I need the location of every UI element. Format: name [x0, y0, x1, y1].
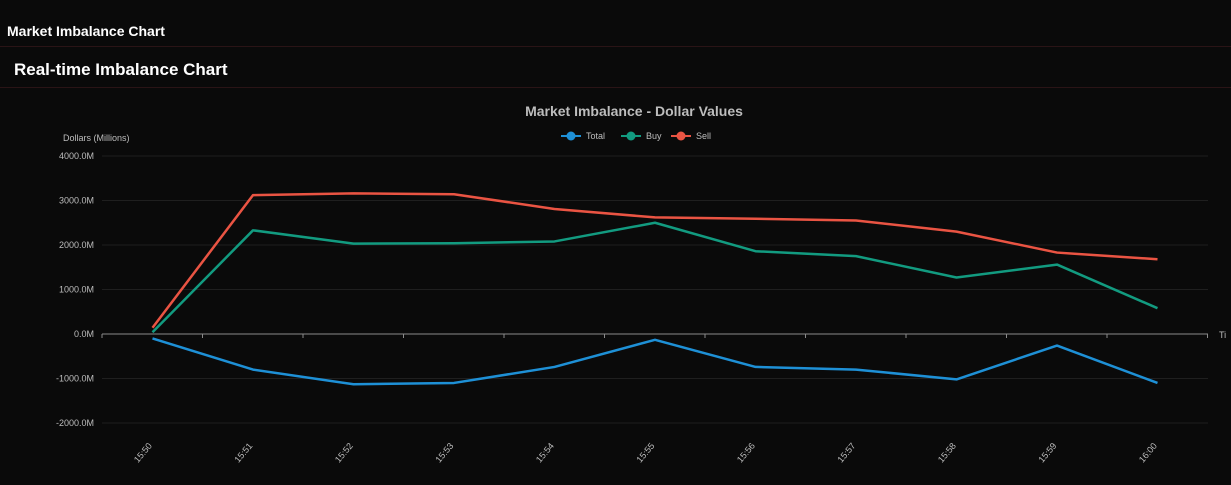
- y-tick-label: -1000.0M: [56, 374, 94, 384]
- series-line-sell: [151, 192, 1158, 329]
- x-tick-label: 15:55: [634, 441, 656, 465]
- legend-swatch-dot: [566, 131, 576, 141]
- x-tick-label: 15:50: [132, 441, 154, 465]
- series-line-total: [152, 337, 1158, 386]
- grid-lines: [102, 155, 1208, 424]
- legend-label: Buy: [646, 131, 662, 141]
- app-title: Market Imbalance Chart: [7, 23, 165, 39]
- x-axis-label: Ti: [1219, 330, 1226, 340]
- legend-label: Sell: [696, 131, 711, 141]
- imbalance-chart: Market Imbalance - Dollar Values Dollars…: [56, 103, 1226, 465]
- chart-title: Market Imbalance - Dollar Values: [525, 103, 743, 119]
- x-tick-label: 15:53: [433, 441, 455, 465]
- legend-label: Total: [586, 131, 605, 141]
- x-tick-label: 15:52: [333, 441, 355, 465]
- series-lines: [151, 192, 1158, 386]
- y-tick-label: 4000.0M: [59, 151, 94, 161]
- x-tick-label: 15:51: [232, 441, 254, 465]
- y-axis-label: Dollars (Millions): [63, 133, 130, 143]
- app-header: Market Imbalance Chart: [0, 0, 1231, 47]
- legend-item-total[interactable]: Total: [561, 131, 605, 141]
- y-tick-label: 1000.0M: [59, 285, 94, 295]
- legend[interactable]: Total Buy Sell: [561, 131, 711, 141]
- x-tick-label: 16:00: [1137, 441, 1159, 465]
- x-tick-label: 15:54: [534, 441, 556, 465]
- x-tick-label: 15:57: [835, 441, 857, 465]
- section-title: Real-time Imbalance Chart: [14, 60, 228, 79]
- legend-item-sell[interactable]: Sell: [671, 131, 711, 141]
- series-line-buy: [151, 221, 1158, 334]
- x-tick-label: 15:59: [1036, 441, 1058, 465]
- x-tick-label: 15:58: [936, 441, 958, 465]
- x-axis-ticks: 15:50 15:51 15:52 15:53 15:54 15:55 15:56 15:57…: [101, 334, 1208, 465]
- y-axis-ticks: 4000.0M 3000.0M 2000.0M 1000.0M 0.0M -1000.0M…: [56, 151, 94, 428]
- y-tick-label: 3000.0M: [59, 196, 94, 206]
- legend-swatch-dot: [676, 131, 686, 141]
- x-tick-label: 15:56: [735, 441, 757, 465]
- y-tick-label: 2000.0M: [59, 240, 94, 250]
- legend-item-buy[interactable]: Buy: [621, 131, 662, 141]
- section-header: Real-time Imbalance Chart: [0, 47, 1231, 88]
- y-tick-label: -2000.0M: [56, 418, 94, 428]
- y-tick-label: 0.0M: [74, 329, 94, 339]
- legend-swatch-dot: [626, 131, 636, 141]
